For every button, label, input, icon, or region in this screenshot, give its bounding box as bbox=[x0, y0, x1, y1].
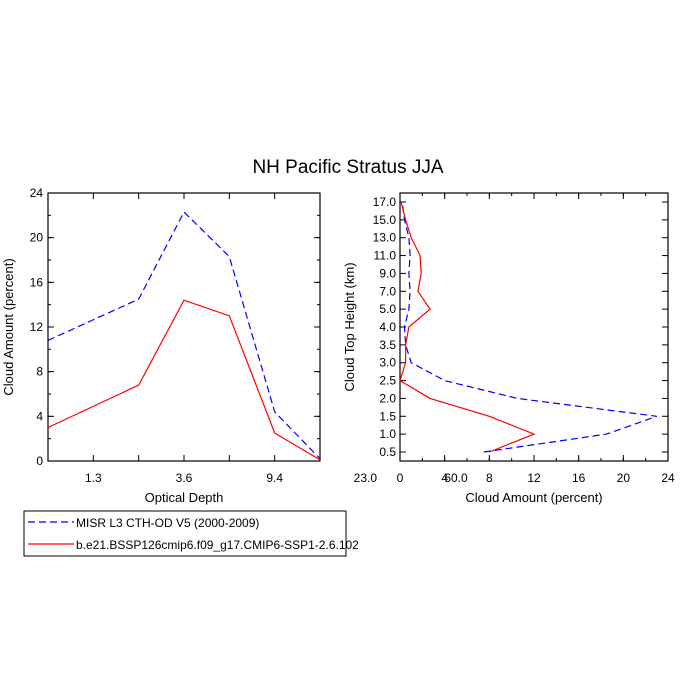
y-tick-label: 4 bbox=[36, 409, 43, 423]
y-tick-label: 2.0 bbox=[379, 391, 396, 405]
plot-frame bbox=[399, 192, 669, 462]
legend-box bbox=[23, 510, 347, 557]
y-axis-label: Cloud Amount (percent) bbox=[1, 258, 16, 395]
series-line-misr bbox=[47, 211, 321, 460]
x-axis-label: Cloud Amount (percent) bbox=[465, 490, 602, 505]
y-tick-label: 13.0 bbox=[373, 231, 397, 245]
y-axis-label: Cloud Top Height (km) bbox=[342, 262, 357, 391]
y-tick-label: 9.0 bbox=[379, 266, 396, 280]
plot-frame bbox=[47, 192, 321, 462]
y-tick-label: 8 bbox=[36, 365, 43, 379]
series-line-misr bbox=[401, 201, 658, 453]
x-tick-label: 60.0 bbox=[444, 471, 468, 485]
y-tick-label: 17.0 bbox=[373, 195, 397, 209]
x-tick-label: 0 bbox=[397, 471, 404, 485]
y-tick-label: 3.0 bbox=[379, 356, 396, 370]
series-line-model bbox=[47, 299, 321, 461]
legend: MISR L3 CTH-OD V5 (2000-2009) b.e21.BSSP… bbox=[23, 510, 359, 557]
y-tick-label: 12 bbox=[30, 320, 44, 334]
y-tick-label: 2.5 bbox=[379, 374, 396, 388]
x-tick-label: 4 bbox=[441, 471, 448, 485]
y-tick-label: 20 bbox=[30, 231, 44, 245]
y-tick-label: 0 bbox=[36, 454, 43, 468]
y-tick-label: 15.0 bbox=[373, 213, 397, 227]
left-chart: 0 4 8 12 16 20 24 1.3 3.6 9.4 23.0 60.0 Optical Dept… bbox=[1, 186, 468, 505]
legend-label-model: b.e21.BSSP126cmip6.f09_g17.CMIP6-SSP1-2.… bbox=[76, 538, 359, 552]
x-tick-label: 12 bbox=[527, 471, 541, 485]
x-tick-label: 24 bbox=[661, 471, 675, 485]
x-tick-label: 23.0 bbox=[354, 471, 378, 485]
y-tick-label: 24 bbox=[30, 186, 44, 200]
y-tick-label: 1.0 bbox=[379, 427, 396, 441]
chart-title: NH Pacific Stratus JJA bbox=[252, 157, 443, 178]
x-tick-label: 20 bbox=[617, 471, 631, 485]
y-tick-label: 16 bbox=[30, 275, 44, 289]
y-tick-label: 0.5 bbox=[379, 445, 396, 459]
x-tick-label: 16 bbox=[572, 471, 586, 485]
x-tick-label: 8 bbox=[486, 471, 493, 485]
x-axis-label: Optical Depth bbox=[145, 490, 224, 505]
y-tick-label: 5.0 bbox=[379, 302, 396, 316]
x-tick-label: 9.4 bbox=[266, 471, 283, 485]
series-line-model bbox=[399, 201, 536, 453]
y-tick-label: 1.5 bbox=[379, 409, 396, 423]
x-tick-label: 3.6 bbox=[176, 471, 193, 485]
y-tick-label: 11.0 bbox=[374, 249, 397, 263]
x-tick-label: 1.3 bbox=[85, 471, 102, 485]
right-chart: 0.5 1.0 1.5 2.0 2.5 3.0 3.5 4.0 5.0 7.0 9.0 11.0 13.… bbox=[342, 192, 675, 505]
y-tick-label: 3.5 bbox=[379, 338, 396, 352]
legend-label-misr: MISR L3 CTH-OD V5 (2000-2009) bbox=[76, 516, 259, 530]
y-tick-label: 7.0 bbox=[379, 284, 396, 298]
y-tick-label: 4.0 bbox=[379, 320, 396, 334]
